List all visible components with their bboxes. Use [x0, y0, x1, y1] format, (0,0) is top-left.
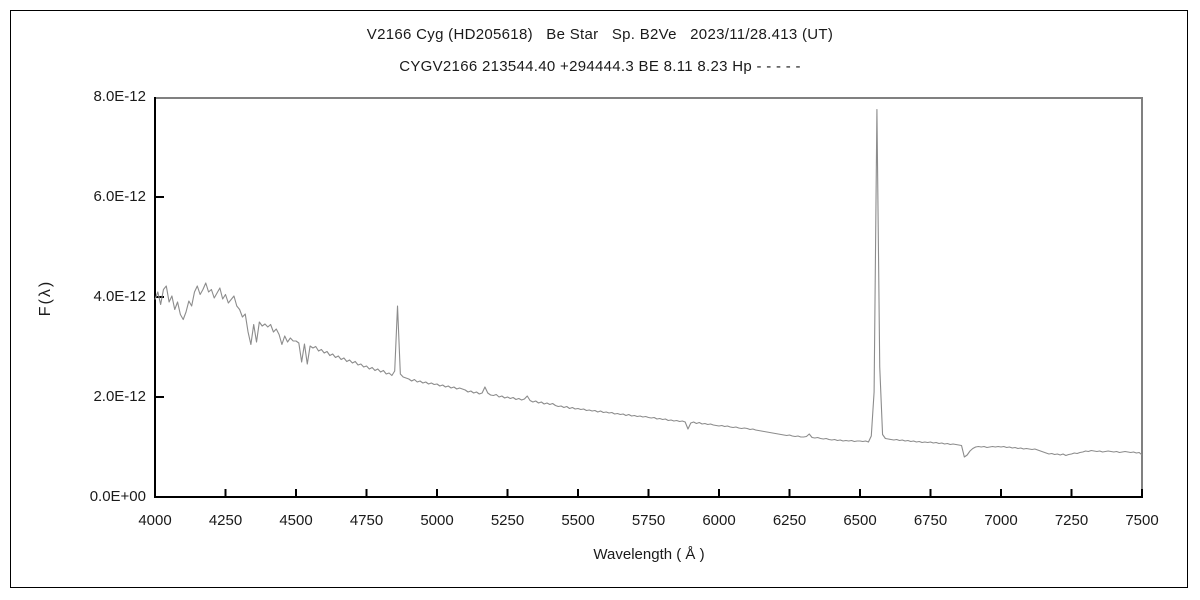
x-tick-label: 6000: [702, 512, 736, 529]
x-tick-label: 7250: [1054, 512, 1089, 529]
x-tick-label: 5750: [631, 512, 666, 529]
x-tick-label: 4250: [208, 512, 243, 529]
y-tick-label: 0.0E+00: [89, 488, 146, 505]
flux-spectrum-line: [154, 108, 1143, 458]
x-tick-label: 6250: [772, 512, 807, 529]
y-tick-label: 8.0E-12: [93, 88, 146, 105]
x-tick-label: 6750: [913, 512, 948, 529]
x-tick-label: 4000: [138, 512, 172, 529]
x-tick-label: 7500: [1125, 512, 1159, 529]
y-tick-label: 4.0E-12: [93, 288, 146, 305]
x-tick-label: 5500: [561, 512, 595, 529]
x-tick-label: 7000: [984, 512, 1018, 529]
x-tick-label: 6500: [843, 512, 877, 529]
x-tick-label: 5250: [490, 512, 525, 529]
x-tick-label: 4500: [279, 512, 313, 529]
x-tick-label: 5000: [420, 512, 454, 529]
y-tick-label: 6.0E-12: [93, 188, 146, 205]
x-axis-title: Wavelength ( Å ): [593, 546, 705, 563]
x-tick-label: 4750: [349, 512, 384, 529]
chart-title: V2166 Cyg (HD205618) Be Star Sp. B2Ve 20…: [366, 26, 834, 43]
chart-subtitle: CYGV2166 213544.40 +294444.3 BE 8.11 8.2…: [399, 58, 801, 75]
y-tick-label: 2.0E-12: [93, 388, 146, 405]
